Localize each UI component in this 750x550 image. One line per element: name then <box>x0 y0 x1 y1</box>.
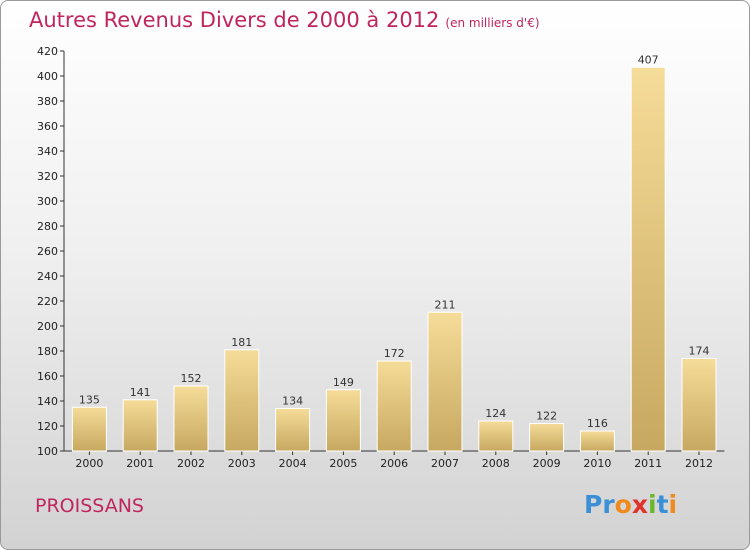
proxiti-logo: Proxiti <box>584 490 677 519</box>
y-tick-label: 340 <box>37 145 58 158</box>
data-label-2004: 134 <box>282 395 303 408</box>
bar-2001 <box>122 399 158 452</box>
x-tick-label-2007: 2007 <box>431 457 459 470</box>
y-tick-label: 100 <box>37 445 58 458</box>
bar-2006 <box>376 360 412 452</box>
data-label-2001: 141 <box>130 386 151 399</box>
chart-subtitle: (en milliers d'€) <box>445 16 540 30</box>
bar-2000 <box>71 406 107 452</box>
bar-2007 <box>427 311 463 452</box>
y-tick-label: 280 <box>37 220 58 233</box>
bar-2008 <box>478 420 514 452</box>
bars: 135 141 152 181 134 149 172 211 124 122 116 407 174 <box>71 53 717 452</box>
y-tick-label: 260 <box>37 245 58 258</box>
bar-2003 <box>224 349 260 452</box>
x-tick-label-2010: 2010 <box>583 457 611 470</box>
y-tick-label: 300 <box>37 195 58 208</box>
bar-2009 <box>529 423 565 452</box>
x-axis: 2000 2001 2002 2003 2004 2005 2006 2007 2008 2009… <box>64 450 725 470</box>
data-label-2011: 407 <box>638 53 659 66</box>
bar-2010 <box>579 430 615 452</box>
data-label-2005: 149 <box>333 376 354 389</box>
bar-2002 <box>173 385 209 452</box>
data-label-2006: 172 <box>384 347 405 360</box>
bar-2005 <box>325 389 361 452</box>
x-tick-label-2001: 2001 <box>126 457 154 470</box>
y-axis: 100 120 140 160 180 200 220 240 260 280 300 320 340 3… <box>37 45 65 458</box>
data-label-2012: 174 <box>689 345 710 358</box>
logo-letter: t <box>656 490 669 519</box>
y-tick-label: 420 <box>37 45 58 58</box>
chart-title-text: Autres Revenus Divers de 2000 à 2012 <box>29 8 440 32</box>
data-label-2003: 181 <box>231 336 252 349</box>
data-label-2010: 116 <box>587 417 608 430</box>
y-tick-label: 240 <box>37 270 58 283</box>
logo-letter: P <box>584 490 603 519</box>
y-tick-label: 320 <box>37 170 58 183</box>
x-tick-label-2012: 2012 <box>685 457 713 470</box>
y-tick-label: 180 <box>37 345 58 358</box>
logo-letter: o <box>614 490 632 519</box>
data-label-2009: 122 <box>536 410 557 423</box>
chart-title: Autres Revenus Divers de 2000 à 2012 (en … <box>29 8 540 32</box>
logo-letter: r <box>602 490 615 519</box>
x-tick-label-2000: 2000 <box>75 457 103 470</box>
data-label-2007: 211 <box>435 298 456 311</box>
x-tick-label-2002: 2002 <box>177 457 205 470</box>
y-tick-label: 140 <box>37 395 58 408</box>
y-tick-label: 400 <box>37 70 58 83</box>
logo-letter: i <box>668 490 678 519</box>
data-label-2008: 124 <box>485 407 506 420</box>
data-label-2002: 152 <box>181 372 202 385</box>
y-tick-label: 160 <box>37 370 58 383</box>
x-tick-label-2011: 2011 <box>634 457 662 470</box>
logo-letter: i <box>648 490 657 519</box>
x-tick-label-2008: 2008 <box>482 457 510 470</box>
x-tick-label-2009: 2009 <box>533 457 561 470</box>
bar-2004 <box>275 408 311 452</box>
y-tick-label: 380 <box>37 95 58 108</box>
logo-letter: x <box>631 490 648 519</box>
y-tick-label: 360 <box>37 120 58 133</box>
y-tick-label: 220 <box>37 295 58 308</box>
y-tick-label: 200 <box>37 320 58 333</box>
y-tick-label: 120 <box>37 420 58 433</box>
x-tick-label-2004: 2004 <box>279 457 307 470</box>
bar-2011 <box>630 66 666 452</box>
data-label-2000: 135 <box>79 393 100 406</box>
x-tick-label-2003: 2003 <box>228 457 256 470</box>
commune-name: PROISSANS <box>35 495 144 517</box>
x-tick-label-2005: 2005 <box>329 457 357 470</box>
x-tick-label-2006: 2006 <box>380 457 408 470</box>
bar-2012 <box>681 358 717 452</box>
